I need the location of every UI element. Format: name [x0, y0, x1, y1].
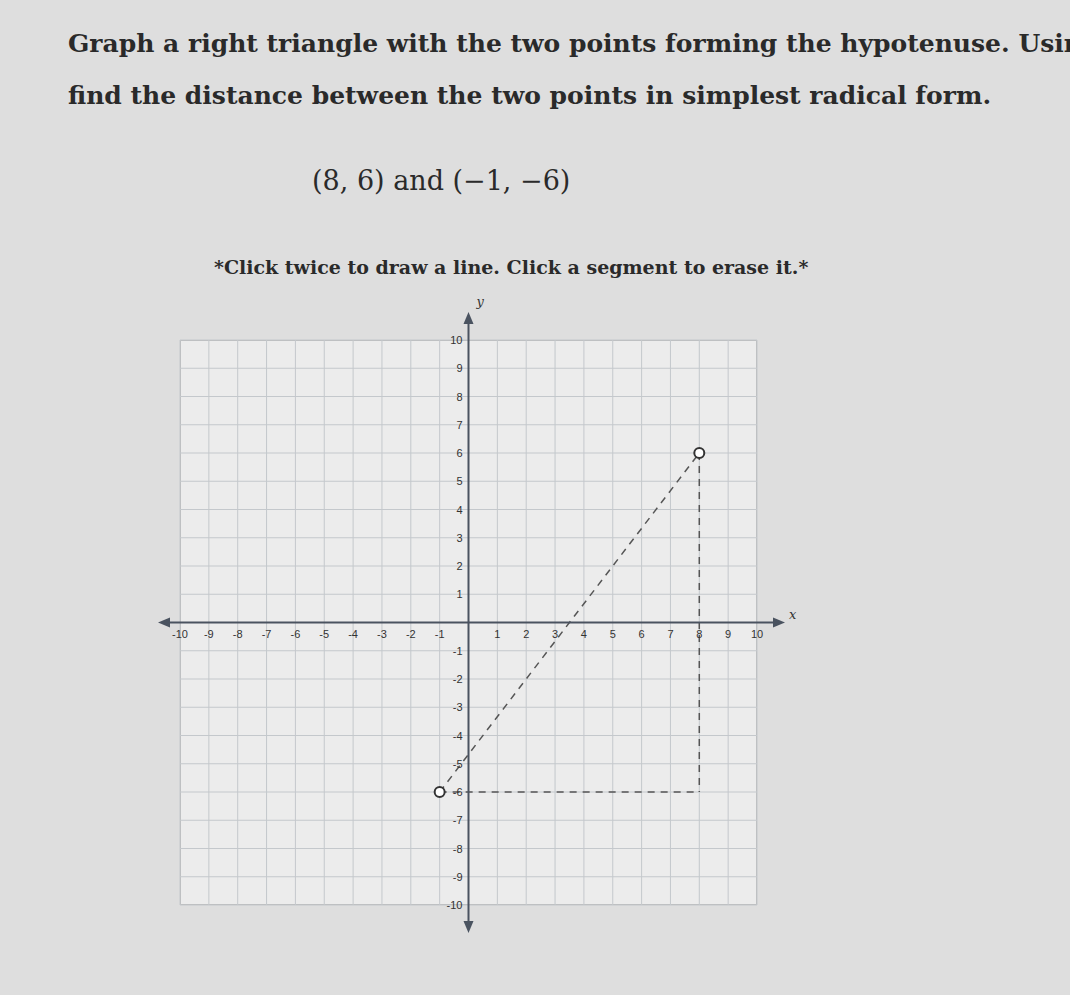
svg-text:y: y [476, 294, 485, 309]
svg-text:5: 5 [456, 475, 462, 487]
svg-text:10: 10 [450, 334, 462, 346]
html-text:*Click twice to draw a line. C: *Click twice to draw a line. Click a seg… [214, 256, 809, 278]
svg-text:4: 4 [581, 628, 587, 640]
svg-text:1: 1 [494, 628, 500, 640]
svg-text:-8: -8 [453, 843, 463, 855]
svg-text:-1: -1 [435, 628, 445, 640]
svg-text:2: 2 [523, 628, 529, 640]
svg-text:-8: -8 [233, 628, 243, 640]
svg-text:-6: -6 [291, 628, 301, 640]
svg-text:-3: -3 [377, 628, 387, 640]
svg-text:9: 9 [725, 628, 731, 640]
svg-text:x: x [789, 607, 797, 622]
svg-text:-4: -4 [453, 730, 463, 742]
svg-text:5: 5 [610, 628, 616, 640]
svg-text:-4: -4 [348, 628, 358, 640]
svg-text:-10: -10 [447, 899, 463, 911]
svg-text:7: 7 [667, 628, 673, 640]
svg-text:6: 6 [456, 447, 462, 459]
svg-text:-5: -5 [453, 758, 463, 770]
svg-text:-6: -6 [453, 786, 463, 798]
svg-text:-5: -5 [319, 628, 329, 640]
svg-text:2: 2 [456, 560, 462, 572]
svg-text:8: 8 [456, 391, 462, 403]
svg-text:-9: -9 [453, 871, 463, 883]
svg-text:1: 1 [456, 588, 462, 600]
svg-text:-2: -2 [406, 628, 416, 640]
svg-text:6: 6 [639, 628, 645, 640]
svg-text:-7: -7 [453, 814, 463, 826]
svg-text:-9: -9 [204, 628, 214, 640]
svg-text:3: 3 [552, 628, 558, 640]
svg-text:-10: -10 [172, 628, 188, 640]
svg-text:3: 3 [456, 532, 462, 544]
svg-text:10: 10 [751, 628, 763, 640]
svg-text:-2: -2 [453, 673, 463, 685]
svg-text:4: 4 [456, 504, 462, 516]
svg-text:7: 7 [456, 419, 462, 431]
svg-text:8: 8 [696, 628, 702, 640]
html-text:(8, 6) and (−1, −6): (8, 6) and (−1, −6) [312, 165, 571, 196]
svg-text:-7: -7 [262, 628, 272, 640]
html-text:find the distance between the: find the distance between the two points… [68, 81, 992, 110]
svg-text:-1: -1 [453, 645, 463, 657]
svg-text:-3: -3 [453, 701, 463, 713]
svg-text:9: 9 [456, 362, 462, 374]
